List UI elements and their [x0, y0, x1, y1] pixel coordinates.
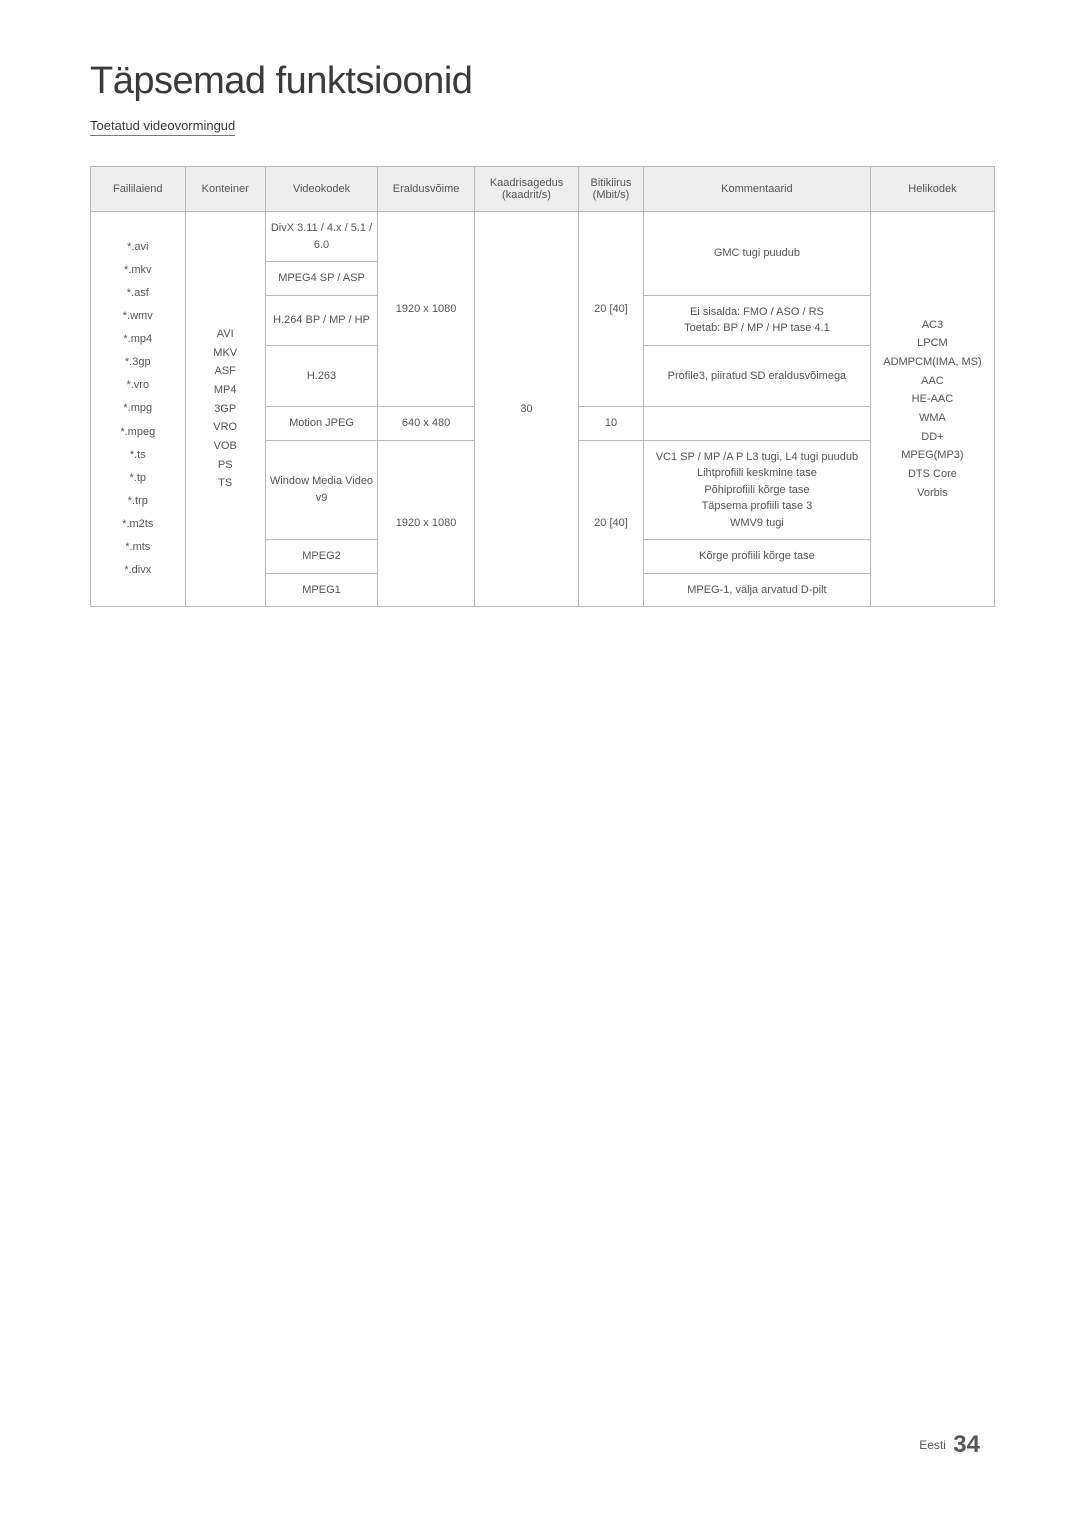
cell-framerate: 30 [475, 212, 579, 607]
cell-codec-h263: H.263 [265, 345, 377, 407]
header-container: Konteiner [185, 167, 265, 212]
cell-comm-wmv: VC1 SP / MP /A P L3 tugi, L4 tugi puudub… [643, 440, 870, 540]
cell-audiocodecs: AC3 LPCM ADMPCM(IMA, MS) AAC HE-AAC WMA … [870, 212, 994, 607]
cell-codec-h264: H.264 BP / MP / HP [265, 295, 377, 345]
page-footer: Eesti 34 [919, 1431, 980, 1459]
cell-codec-mpeg2: MPEG2 [265, 540, 377, 574]
header-resolution: Eraldusvõime [378, 167, 475, 212]
footer-lang: Eesti [919, 1438, 946, 1452]
cell-extensions: *.avi *.mkv *.asf *.wmv *.mp4 *.3gp *.vr… [91, 212, 186, 607]
cell-codec-mpeg1: MPEG1 [265, 573, 377, 607]
cell-bit1: 20 [40] [579, 212, 644, 407]
cell-comm-gmc: GMC tugi puudub [643, 212, 870, 296]
subtitle: Toetatud videovormingud [90, 118, 235, 136]
page-title: Täpsemad funktsioonid [90, 60, 995, 103]
header-ext: Faililaiend [91, 167, 186, 212]
cell-comm-h264: Ei sisalda: FMO / ASO / RS Toetab: BP / … [643, 295, 870, 345]
cell-codec-mpeg4sp: MPEG4 SP / ASP [265, 262, 377, 296]
header-vcodec: Videokodek [265, 167, 377, 212]
cell-containers: AVI MKV ASF MP4 3GP VRO VOB PS TS [185, 212, 265, 607]
cell-bit2: 10 [579, 407, 644, 441]
footer-page-number: 34 [953, 1431, 980, 1458]
cell-codec-divx: DivX 3.11 / 4.x / 5.1 / 6.0 [265, 212, 377, 262]
cell-comm-h263: Profile3, piiratud SD eraldusvõimega [643, 345, 870, 407]
header-audiocodec: Helikodek [870, 167, 994, 212]
cell-comm-mpeg2: Kõrge profiili kõrge tase [643, 540, 870, 574]
cell-codec-mjpeg: Motion JPEG [265, 407, 377, 441]
header-comments: Kommentaarid [643, 167, 870, 212]
cell-comm-mpeg1: MPEG-1, välja arvatud D-pilt [643, 573, 870, 607]
cell-res-hd1: 1920 x 1080 [378, 212, 475, 407]
cell-res-hd2: 1920 x 1080 [378, 440, 475, 607]
cell-bit3: 20 [40] [579, 440, 644, 607]
cell-res-sd: 640 x 480 [378, 407, 475, 441]
cell-comm-mjpeg [643, 407, 870, 441]
header-framerate: Kaadrisagedus (kaadrit/s) [475, 167, 579, 212]
cell-codec-wmv: Window Media Video v9 [265, 440, 377, 540]
header-bitrate: Bitikiirus (Mbit/s) [579, 167, 644, 212]
video-formats-table: Faililaiend Konteiner Videokodek Eraldus… [90, 166, 995, 607]
